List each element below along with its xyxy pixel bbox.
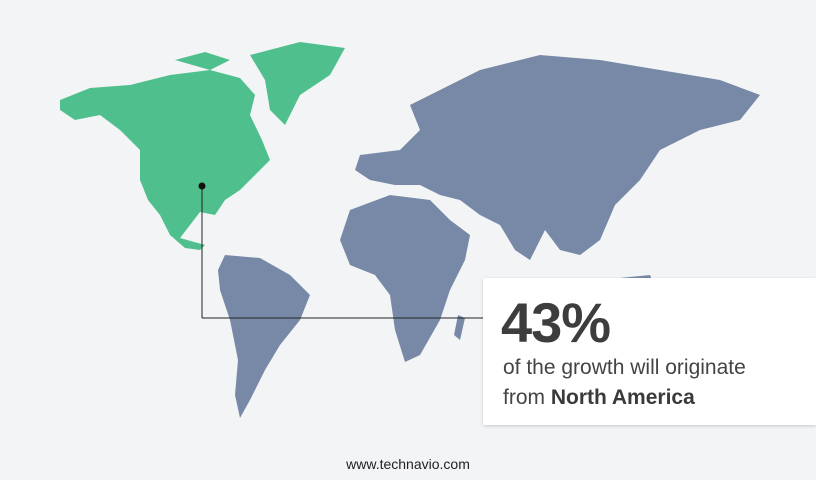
growth-region-line: from North America [503, 386, 695, 410]
growth-percent: 43% [501, 291, 611, 354]
north-america [60, 42, 345, 250]
growth-description: of the growth will originate [503, 356, 746, 379]
stat-card: 43% of the growth will originate from No… [483, 278, 816, 425]
region-prefix: from [503, 386, 545, 409]
website-footer: www.technavio.com [346, 456, 470, 472]
location-marker [198, 182, 206, 190]
region-name: North America [550, 386, 695, 409]
